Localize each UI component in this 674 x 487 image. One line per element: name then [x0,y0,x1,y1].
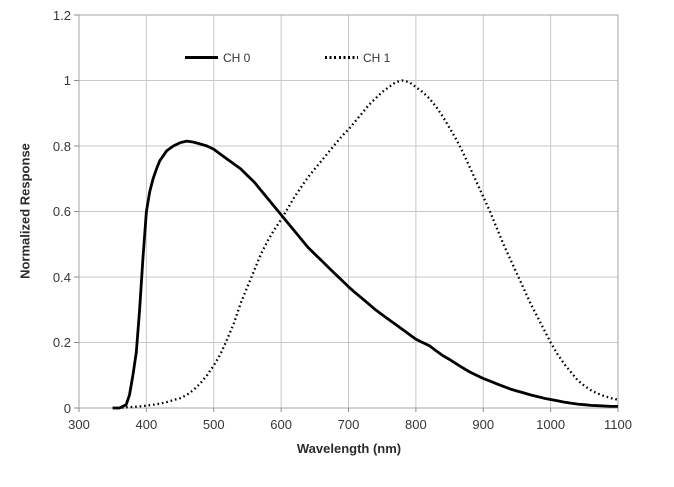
x-tick-label: 1000 [536,417,566,432]
x-tick-label: 900 [472,417,495,432]
y-tick-label: 0.4 [52,269,71,285]
ch0-solid-line-sample [185,56,218,59]
series-curve-ch1 [112,79,619,410]
y-tick-label: 0 [63,400,71,416]
legend-item-ch0: CH 0 [185,50,250,65]
x-tick-label: 800 [405,417,427,432]
x-tick-label: 400 [135,417,158,432]
x-axis-title: Wavelength (nm) [296,441,402,456]
y-tick-label: 1.2 [52,7,71,23]
x-tick-label: 500 [202,417,225,432]
x-tick-label: 600 [270,417,292,432]
y-axis-title: Normalized Response [17,143,33,279]
legend-label-ch1: CH 1 [363,50,391,65]
x-tick-label: 700 [337,417,360,432]
legend-label-ch0: CH 0 [223,50,251,65]
series-curve-ch0 [112,139,618,410]
y-tick-label: 0.8 [52,138,71,154]
ch1-dotted-line-sample [325,56,358,59]
x-tick-label: 300 [68,417,90,432]
y-tick-label: 0.2 [52,335,71,350]
x-tick-label: 1100 [604,417,632,432]
legend-item-ch1: CH 1 [325,50,390,65]
y-tick-label: 0.6 [52,204,71,219]
y-tick-label: 1 [63,73,71,88]
